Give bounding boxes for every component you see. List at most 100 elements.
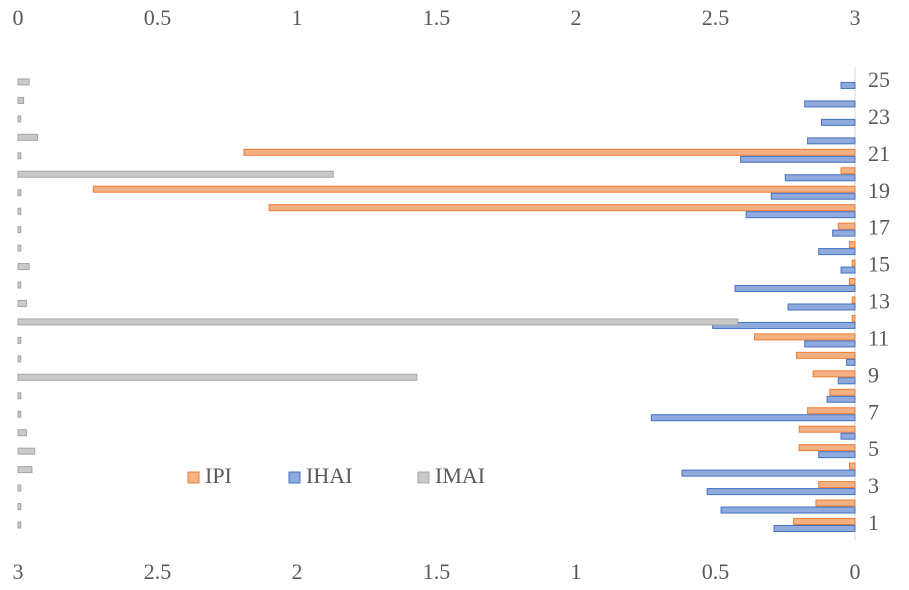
bar <box>243 148 856 156</box>
bar <box>770 192 856 200</box>
bar <box>17 78 30 86</box>
legend-swatch <box>417 471 430 484</box>
x2-tick-label: 1 <box>292 5 303 30</box>
bar <box>818 481 856 489</box>
bar <box>17 226 22 234</box>
bar <box>848 278 856 286</box>
legend-label: IPI <box>205 463 232 488</box>
y-tick-label: 25 <box>868 67 890 92</box>
y-tick-label: 17 <box>868 215 890 240</box>
bar <box>17 263 30 271</box>
y-tick-label: 23 <box>868 104 890 129</box>
x-tick-label: 3 <box>13 559 24 584</box>
bar <box>773 525 856 532</box>
bar <box>837 222 856 230</box>
legend-swatch <box>187 471 200 484</box>
bar <box>17 503 22 511</box>
bar <box>826 395 856 403</box>
bar <box>17 318 739 326</box>
y-tick-label: 21 <box>868 141 890 166</box>
bar <box>848 462 856 470</box>
bar <box>17 373 418 381</box>
y-tick-label: 15 <box>868 252 890 277</box>
bar <box>734 285 856 293</box>
x2-tick-label: 1.5 <box>423 5 451 30</box>
y-tick-label: 7 <box>868 399 879 424</box>
bar <box>17 355 22 363</box>
bar <box>17 207 22 215</box>
bar <box>804 100 856 108</box>
bar <box>17 410 22 418</box>
bar <box>745 211 856 219</box>
y-tick-label: 13 <box>868 289 890 314</box>
bar <box>807 407 856 415</box>
bar <box>851 314 856 322</box>
bar <box>17 152 22 160</box>
bar <box>846 358 856 366</box>
bar <box>840 432 856 440</box>
bar <box>92 185 856 193</box>
bar <box>17 96 25 104</box>
x-tick-label: 0.5 <box>702 559 730 584</box>
bar <box>17 299 27 307</box>
bar <box>17 133 39 141</box>
x2-tick-label: 2.5 <box>702 5 730 30</box>
bar <box>17 170 334 178</box>
bar <box>798 425 856 433</box>
y-tick-label: 11 <box>868 325 889 350</box>
bar <box>17 281 22 289</box>
bar <box>268 204 856 212</box>
bar <box>17 392 22 400</box>
legend-label: IMAI <box>435 463 485 488</box>
x2-tick-label: 2 <box>571 5 582 30</box>
x-tick-label: 1.5 <box>423 559 451 584</box>
bar <box>795 351 856 359</box>
legend-swatch <box>288 471 301 484</box>
bar <box>851 259 856 267</box>
y-tick-label: 9 <box>868 362 879 387</box>
bar <box>815 499 856 507</box>
y-tick-label: 19 <box>868 178 890 203</box>
y-tick-label: 1 <box>868 510 879 535</box>
bar <box>17 336 22 344</box>
x-tick-label: 2 <box>292 559 303 584</box>
bar <box>740 155 856 163</box>
x-tick-label: 1 <box>571 559 582 584</box>
x-tick-label: 0 <box>850 559 861 584</box>
bar <box>837 377 856 385</box>
bar <box>787 303 856 311</box>
bar <box>706 488 856 496</box>
y-tick-label: 3 <box>868 473 879 498</box>
bar <box>848 241 856 249</box>
bar <box>17 244 22 252</box>
bar <box>804 340 856 348</box>
bar <box>821 118 856 126</box>
bar <box>17 429 27 437</box>
x-tick-label: 2.5 <box>144 559 172 584</box>
y-tick-label: 5 <box>868 436 879 461</box>
bar <box>818 248 856 256</box>
bar <box>793 518 856 525</box>
x2-tick-label: 3 <box>850 5 861 30</box>
bar <box>829 388 856 396</box>
x2-tick-label: 0 <box>13 5 24 30</box>
legend-label: IHAI <box>306 463 352 488</box>
bar <box>807 137 856 145</box>
bar <box>840 167 856 175</box>
bar <box>17 521 22 529</box>
bar <box>832 229 856 237</box>
bar <box>720 506 856 514</box>
bar <box>840 266 856 274</box>
bar <box>681 469 856 477</box>
bar <box>818 451 856 459</box>
bar <box>17 466 33 474</box>
bar <box>798 444 856 452</box>
bar <box>17 484 22 492</box>
bar <box>851 296 856 304</box>
bar <box>840 81 856 89</box>
bar <box>17 189 22 197</box>
bar <box>17 115 22 123</box>
x2-tick-label: 0.5 <box>144 5 172 30</box>
bar <box>650 414 856 422</box>
